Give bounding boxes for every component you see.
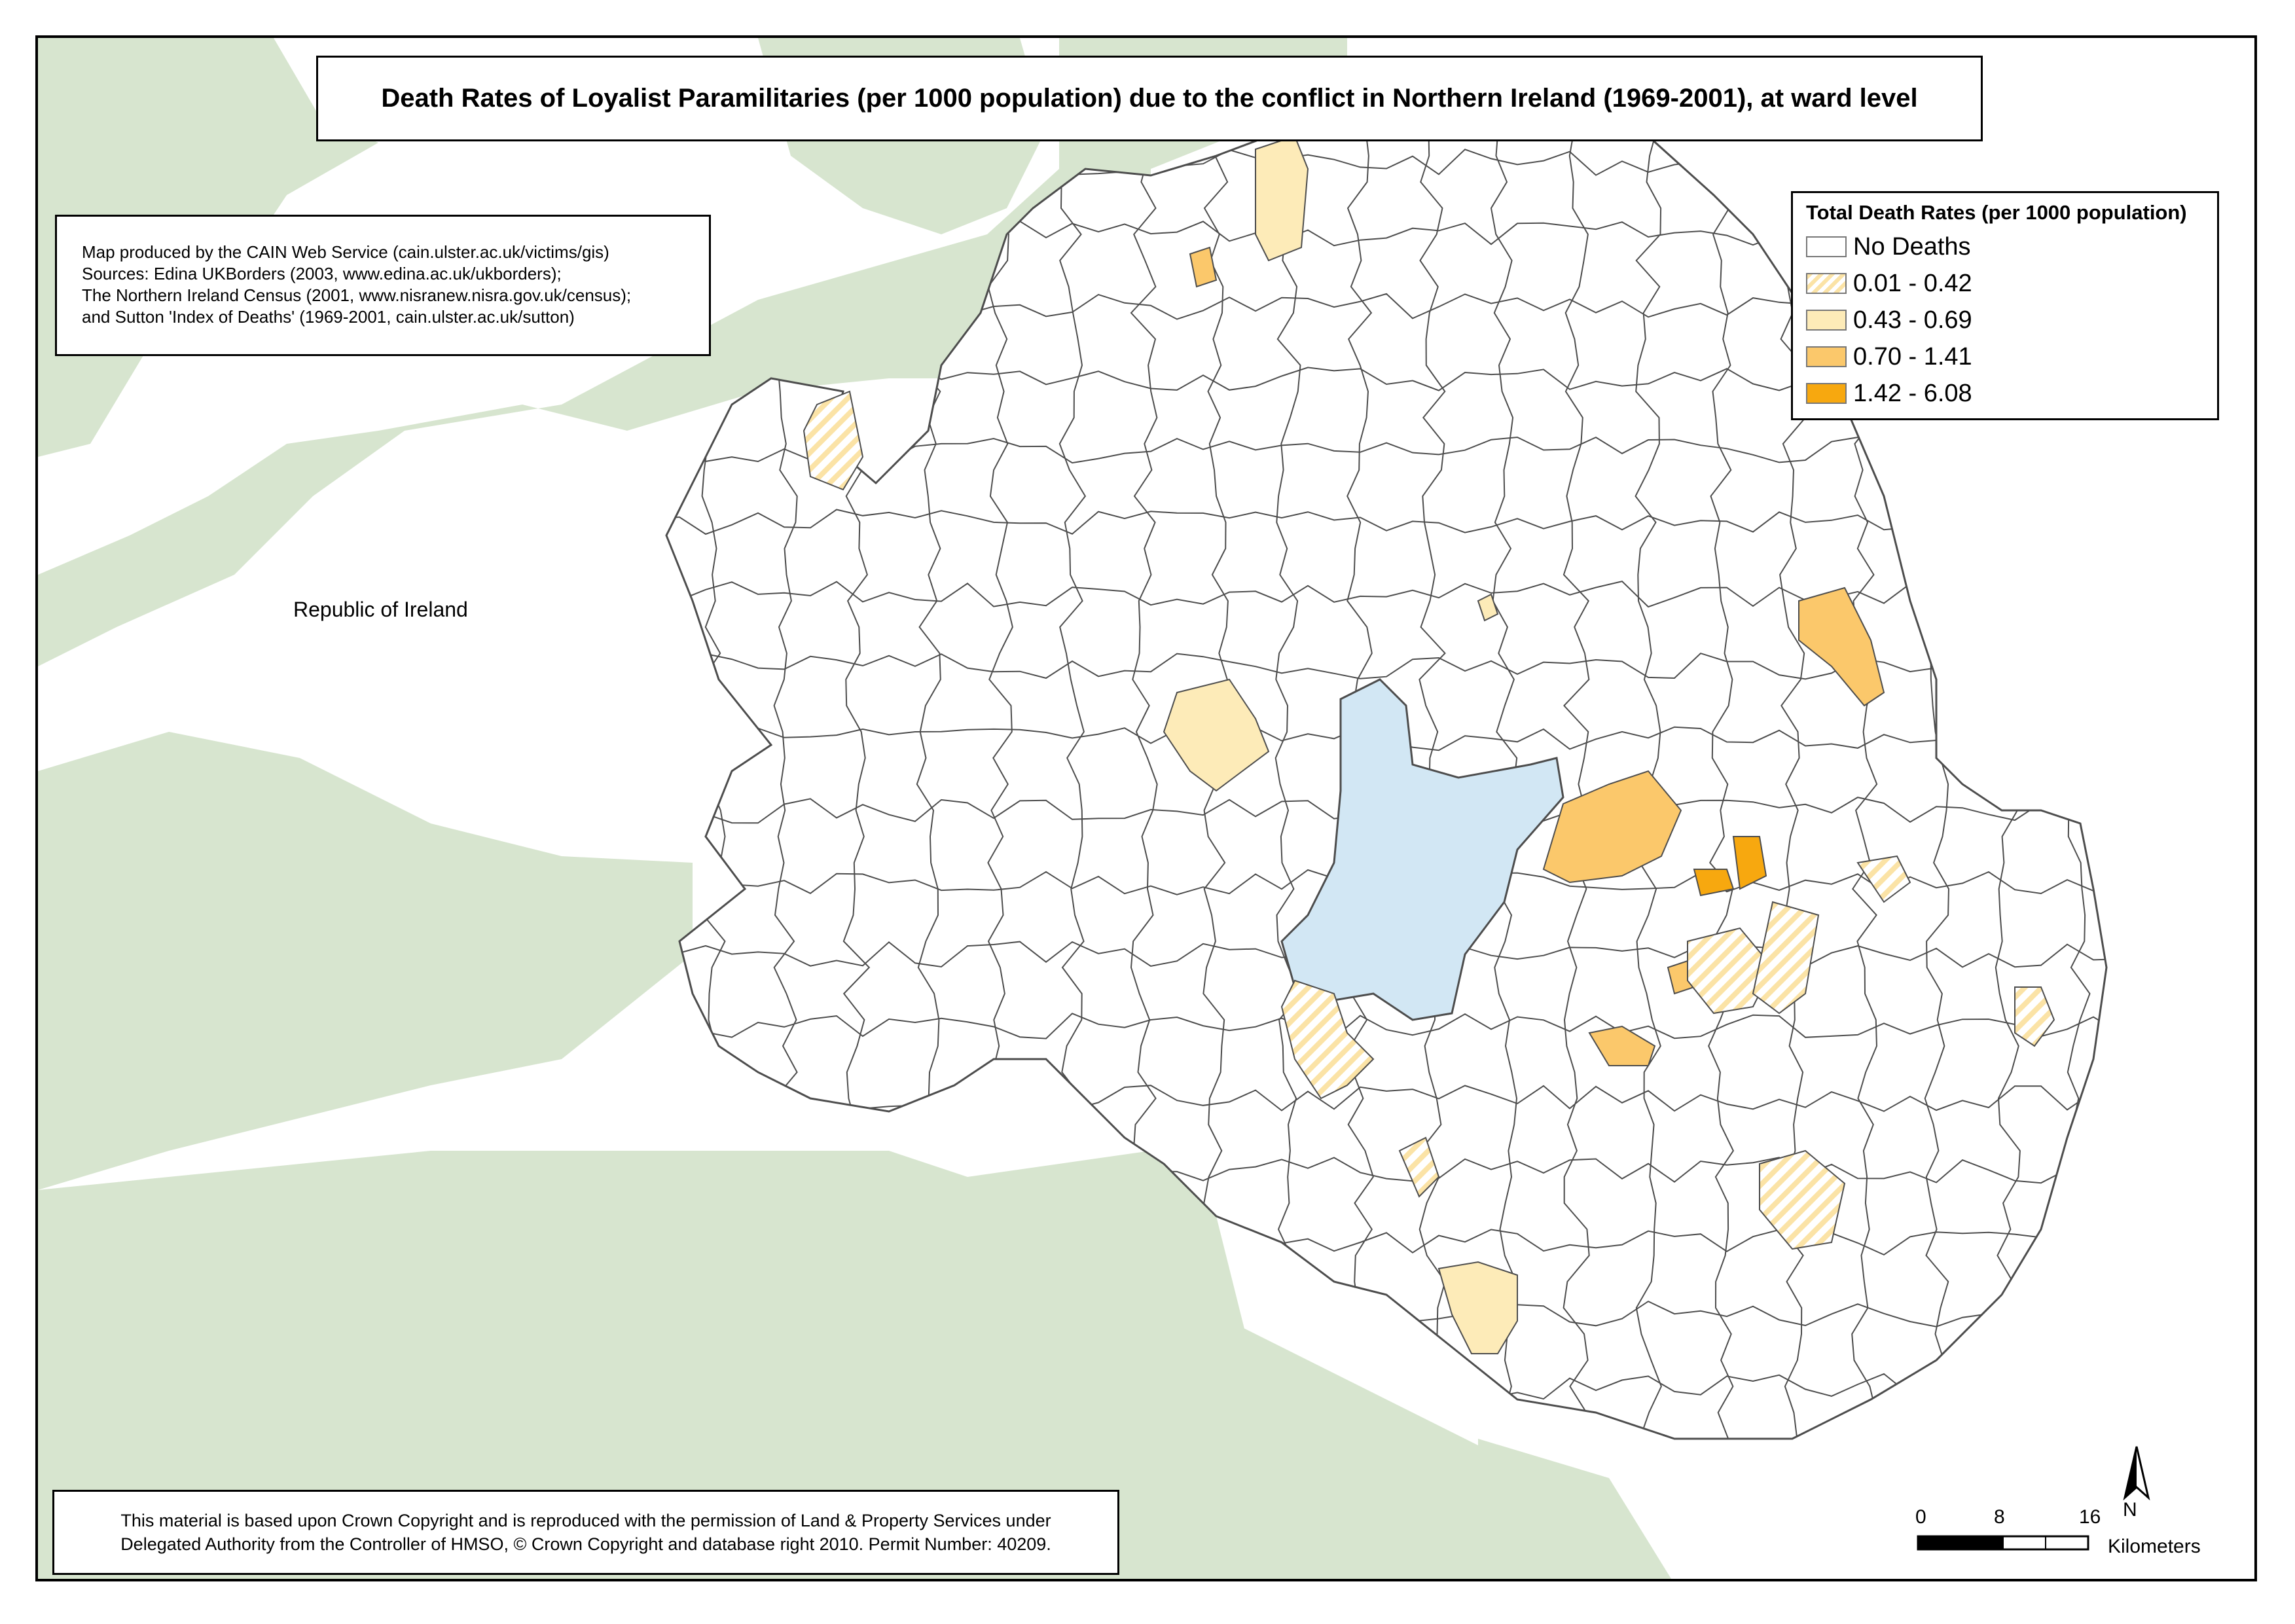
credit-line: and Sutton 'Index of Deaths' (1969-2001,…	[82, 307, 575, 327]
legend-label: 0.70 - 1.41	[1853, 342, 1972, 370]
ward-boundary-line	[666, 1085, 2106, 1112]
map-canvas	[38, 38, 2108, 1579]
ward-class-070-141	[1588, 1025, 1656, 1066]
ward-class-001-042	[1752, 901, 1820, 1015]
legend-label: 0.01 - 0.42	[1853, 269, 1972, 297]
legend-swatch-dark	[1806, 383, 1847, 404]
north-arrow-icon	[2123, 1446, 2150, 1501]
credit-line: The Northern Ireland Census (2001, www.n…	[82, 285, 632, 305]
scale-tick-label: 8	[1994, 1506, 2005, 1528]
ward-class-142-608	[1693, 869, 1735, 897]
ward-highlights	[803, 135, 2055, 1354]
ward-class-070-141	[1798, 586, 1885, 707]
north-label: N	[2123, 1499, 2137, 1521]
map-title-box: Death Rates of Loyalist Paramilitaries (…	[316, 56, 1983, 141]
legend-swatch-hatched	[1806, 273, 1847, 294]
lough-neagh	[1280, 678, 1564, 1021]
scale-tick-label: 0	[1915, 1506, 1926, 1528]
legend-swatch-no-deaths	[1806, 236, 1847, 257]
legend-label: 1.42 - 6.08	[1853, 379, 1972, 407]
ward-class-001-042	[2014, 986, 2055, 1047]
ward-class-043-069	[1437, 1261, 1518, 1354]
ward-class-001-042	[1398, 1136, 1440, 1198]
credit-line: Map produced by the CAIN Web Service (ca…	[82, 242, 609, 262]
ward-class-043-069	[1255, 135, 1309, 262]
map-frame: Death Rates of Loyalist Paramilitaries (…	[35, 35, 2257, 1581]
legend-item: No Deaths	[1806, 228, 2204, 265]
scale-tick-label: 16	[2079, 1506, 2101, 1528]
ward-boundary-line	[1707, 97, 1735, 1439]
ward-class-043-069	[1163, 678, 1270, 792]
credit-line: Sources: Edina UKBorders (2003, www.edin…	[82, 264, 562, 283]
ward-boundary-line	[1635, 97, 1662, 1439]
ward-class-070-141	[1189, 246, 1218, 288]
legend-label: 0.43 - 0.69	[1853, 306, 1972, 334]
ward-class-001-042	[1856, 855, 1911, 903]
copyright-line: Delegated Authority from the Controller …	[120, 1534, 1051, 1554]
ward-boundary-line	[666, 1013, 2106, 1039]
copyright-line: This material is based upon Crown Copyri…	[120, 1511, 1051, 1530]
legend-title: Total Death Rates (per 1000 population)	[1806, 201, 2187, 224]
scale-unit: Kilometers	[2108, 1536, 2201, 1557]
legend-item: 0.01 - 0.42	[1806, 265, 2204, 302]
ward-class-142-608	[1732, 836, 1767, 890]
ward-class-070-141	[1542, 770, 1682, 884]
legend-swatch-medium	[1806, 346, 1847, 367]
ward-class-001-042	[1280, 979, 1375, 1100]
scale-bar	[1917, 1535, 2089, 1551]
ward-boundary-line	[666, 581, 2106, 608]
ward-class-043-069	[1477, 593, 1499, 622]
copyright-box: This material is based upon Crown Copyri…	[52, 1490, 1119, 1575]
ward-class-001-042	[803, 390, 864, 491]
legend-label: No Deaths	[1853, 232, 1971, 261]
legend-item: 1.42 - 6.08	[1806, 375, 2204, 412]
legend: Total Death Rates (per 1000 population) …	[1791, 191, 2219, 420]
ward-boundary-line	[666, 509, 2106, 535]
ward-class-001-042	[1687, 927, 1774, 1015]
legend-item: 0.43 - 0.69	[1806, 302, 2204, 338]
map-title: Death Rates of Loyalist Paramilitaries (…	[381, 84, 1918, 113]
ward-boundary-line	[1274, 97, 1302, 1439]
legend-item: 0.70 - 1.41	[1806, 338, 2204, 375]
credit-box: Map produced by the CAIN Web Service (ca…	[55, 215, 711, 356]
legend-swatch-light	[1806, 310, 1847, 331]
republic-of-ireland-label: Republic of Ireland	[293, 598, 468, 621]
ward-class-001-042	[1759, 1149, 1846, 1250]
ward-boundary-line	[1563, 97, 1590, 1439]
